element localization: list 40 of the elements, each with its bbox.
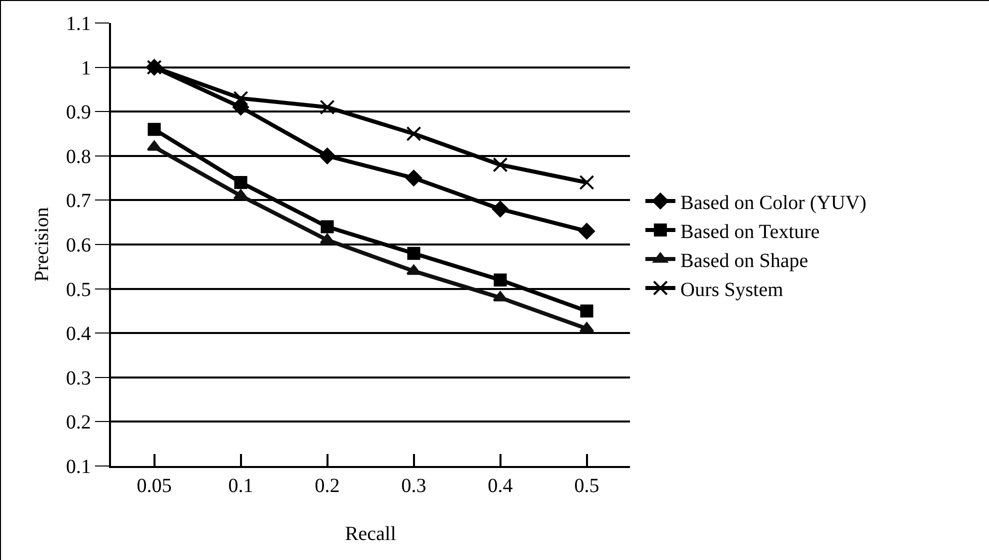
point	[319, 148, 336, 164]
y-tick-label: 0.9	[66, 102, 91, 124]
point	[578, 223, 595, 240]
y-tick-label: 0.2	[66, 412, 91, 434]
y-tick-label: 0.7	[66, 190, 91, 212]
x-axis-title: Recall	[344, 523, 396, 545]
legend-label: Based on Color (YUV)	[680, 192, 866, 214]
point	[234, 176, 248, 189]
x-tick-label: 0.4	[488, 475, 513, 497]
point	[233, 189, 248, 200]
point	[406, 126, 422, 142]
y-axis-title: Precision	[31, 207, 53, 282]
point	[406, 170, 422, 186]
y-tick-label: 0.4	[66, 323, 91, 346]
x-tick-label: 0.1	[228, 475, 254, 497]
point	[148, 122, 161, 136]
y-tick-label: 0.3	[66, 367, 91, 390]
y-tick-label: 0.1	[66, 456, 91, 478]
x-tick-label: 0.5	[574, 475, 600, 497]
y-tick-label: 0.8	[66, 146, 91, 168]
x-tick-label: 0.2	[314, 475, 340, 497]
legend-label: Ours System	[680, 278, 784, 301]
legend-label: Based on Texture	[680, 220, 820, 243]
point	[233, 90, 248, 106]
x-tick-label: 0.3	[401, 475, 426, 497]
point	[320, 220, 334, 234]
legend-label: Based on Shape	[680, 250, 808, 272]
point	[494, 273, 507, 286]
y-tick-label: 0.5	[66, 278, 91, 301]
y-tick-label: 1	[81, 57, 91, 80]
x-tick-label: 0.05	[136, 475, 172, 497]
point	[492, 157, 508, 172]
point	[580, 304, 594, 318]
point	[579, 174, 594, 190]
point	[232, 99, 249, 116]
point	[320, 100, 335, 115]
point	[407, 246, 420, 260]
y-tick-label: 0.6	[66, 234, 91, 256]
y-tick-label: 1.1	[66, 13, 91, 35]
point	[492, 200, 508, 218]
